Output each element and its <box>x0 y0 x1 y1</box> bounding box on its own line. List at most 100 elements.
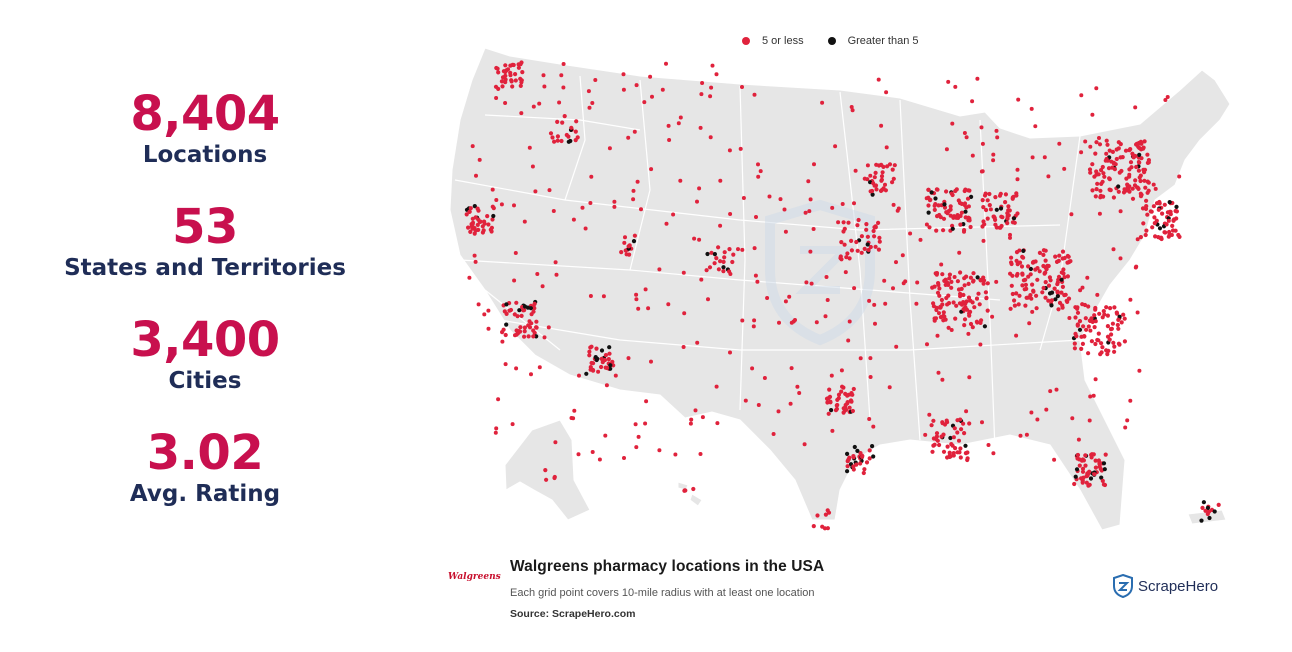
location-dot <box>1022 287 1027 292</box>
location-dot <box>1062 293 1067 298</box>
location-dot <box>978 342 983 347</box>
location-dot <box>1096 331 1101 336</box>
location-dot <box>627 252 632 257</box>
location-dot <box>968 321 974 327</box>
location-dot <box>1112 349 1117 354</box>
location-dot <box>931 304 936 309</box>
location-dot <box>968 275 974 280</box>
location-dot <box>1177 174 1182 179</box>
location-dot <box>827 387 832 392</box>
location-dot <box>553 260 558 265</box>
location-dot <box>1011 216 1017 221</box>
location-dot <box>727 247 732 252</box>
location-dot <box>756 174 761 179</box>
location-dot <box>1088 144 1093 149</box>
location-dot <box>862 246 867 251</box>
alaska-shape <box>504 419 591 521</box>
location-dot <box>808 249 813 254</box>
location-dot <box>1043 280 1048 285</box>
location-dot <box>1012 298 1017 303</box>
location-dot <box>964 274 969 279</box>
location-dot <box>839 368 844 373</box>
location-dot <box>1061 271 1066 276</box>
location-dot <box>730 259 735 265</box>
location-dot <box>876 220 881 225</box>
location-dot <box>851 455 856 460</box>
location-dot <box>1199 518 1204 523</box>
location-dot <box>1070 416 1075 421</box>
location-dot <box>1052 286 1057 291</box>
location-dot <box>887 385 892 390</box>
location-dot <box>845 393 850 398</box>
location-dot <box>494 65 499 71</box>
location-dot <box>1092 313 1097 318</box>
location-dot <box>700 415 705 420</box>
location-dot <box>1005 221 1010 226</box>
location-dot <box>649 167 654 172</box>
location-dot <box>1100 315 1105 320</box>
location-dot <box>692 236 697 241</box>
location-dot <box>993 195 998 200</box>
location-dot <box>958 270 963 275</box>
location-dot <box>890 167 895 172</box>
location-dot <box>1073 315 1078 320</box>
location-dot <box>1116 184 1121 189</box>
stat-states: 53 States and Territories <box>60 201 350 283</box>
location-dot <box>965 456 970 461</box>
location-dot <box>1094 172 1099 177</box>
location-dot <box>864 227 869 232</box>
location-dot <box>955 279 961 284</box>
location-dot <box>1046 283 1052 288</box>
location-dot <box>927 225 932 230</box>
location-dot <box>980 198 985 203</box>
location-dot <box>1116 189 1121 194</box>
location-dot <box>923 432 928 437</box>
location-dot <box>599 356 604 361</box>
location-dot <box>472 204 477 209</box>
location-dot <box>728 272 733 276</box>
location-dot <box>765 296 770 300</box>
location-dot <box>577 373 581 378</box>
location-dot <box>494 198 499 202</box>
location-dot <box>704 268 709 273</box>
location-dot <box>612 199 617 204</box>
location-dot <box>559 138 564 144</box>
hawaii-shape <box>677 481 703 507</box>
location-dot <box>814 320 819 325</box>
location-dot <box>709 250 714 255</box>
location-dot <box>695 199 699 204</box>
location-dot <box>1083 139 1088 144</box>
location-dot <box>586 89 591 94</box>
location-dot <box>1030 282 1035 287</box>
location-dot <box>1088 394 1093 399</box>
location-dot <box>1201 500 1206 505</box>
location-dot <box>475 222 480 227</box>
location-dot <box>1062 166 1067 171</box>
location-dot <box>1034 306 1039 311</box>
location-dot <box>1139 156 1144 161</box>
stat-label: Avg. Rating <box>129 481 281 507</box>
location-dot <box>683 488 688 493</box>
location-dot <box>1015 211 1020 216</box>
location-dot <box>1138 235 1143 240</box>
location-dot <box>542 335 547 340</box>
location-dot <box>947 276 952 281</box>
location-dot <box>1105 352 1110 357</box>
location-dot <box>496 86 501 91</box>
location-dot <box>937 311 941 316</box>
location-dot <box>477 157 482 162</box>
location-dot <box>1075 452 1081 458</box>
location-dot <box>1105 313 1110 318</box>
location-dot <box>858 451 863 456</box>
location-dot <box>755 279 760 284</box>
location-dot <box>466 225 471 230</box>
location-dot <box>891 176 896 181</box>
location-dot <box>1173 228 1178 233</box>
location-dot <box>1093 465 1098 470</box>
location-dot <box>530 164 535 169</box>
location-dot <box>540 284 545 289</box>
location-dot <box>845 251 850 256</box>
location-dot <box>812 162 816 167</box>
location-dot <box>752 92 757 97</box>
location-dot <box>1119 168 1124 174</box>
